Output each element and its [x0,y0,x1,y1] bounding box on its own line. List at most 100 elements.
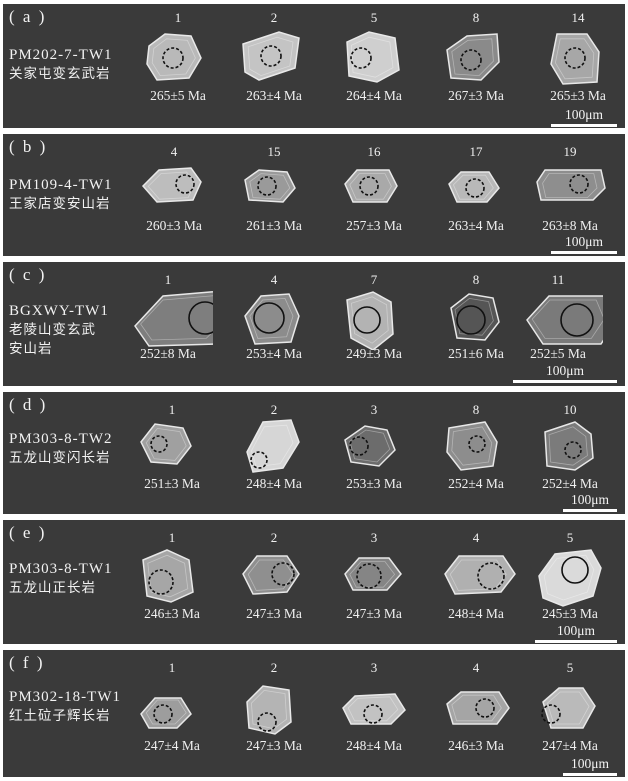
growth-zoning [145,699,187,725]
analysis-spot [477,562,505,590]
zircon-grain: 1 265±5 Ma [133,4,223,128]
zircon-crystal [526,295,603,345]
zircon-cl-image [446,421,498,471]
zircon-grain: 2 247±3 Ma [229,650,319,777]
zircon-grain: 3 253±3 Ma [329,392,419,514]
zircon-cl-image [446,691,510,725]
zircon-cl-image [346,31,400,83]
growth-zoning [548,426,588,466]
analysis-spot [468,435,486,453]
scale-label: 100μm [557,623,595,638]
zircon-crystal [346,291,394,350]
sample-code: BGXWY-TW1 [9,303,109,319]
grain-number: 16 [367,144,381,159]
grain-age: 247±4 Ma [144,738,200,753]
grain-number: 8 [472,272,480,287]
growth-zoning [349,561,396,588]
zircon-grain: 16 257±3 Ma [329,134,419,256]
zircon-crystal [146,33,202,81]
analysis-spot [475,698,495,718]
panel-label: ( c ) [9,265,47,284]
grain-number: 4 [270,272,278,287]
grain-age: 247±3 Ma [346,606,402,621]
rock-name: 老陵山变玄武 [9,322,96,338]
analysis-spot [153,704,173,724]
zircon-grain: 5 245±3 Ma [525,520,615,644]
rock-name: 王家店变安山岩 [9,196,111,212]
panel-label: ( e ) [9,523,47,542]
zircon-cl-image [142,549,194,603]
growth-zoning [147,554,189,598]
scale-bar: 100μm [513,363,617,383]
zircon-grain: 4 248±4 Ma [431,520,521,644]
zircon-crystal [550,33,600,85]
zircon-crystal [450,293,500,341]
zircon-crystal [446,691,510,725]
analysis-spot [460,49,482,71]
growth-zoning [250,689,288,730]
grain-number: 1 [168,660,176,675]
panel-label: ( b ) [9,137,48,156]
zircon-grain: 4 246±3 Ma [431,650,521,777]
scale-label: 100μm [565,107,603,122]
grain-number: 14 [571,10,585,25]
analysis-spot [253,302,285,334]
growth-zoning [347,696,399,722]
sample-label: PM109-4-TW1 王家店变安山岩 [9,176,113,214]
zircon-grain: 2 248±4 Ma [229,392,319,514]
sample-label: PM303-8-TW1 五龙山正长岩 [9,560,113,598]
grain-age: 263±8 Ma [542,218,598,233]
analysis-spot [350,47,372,69]
grain-age: 245±3 Ma [542,606,598,621]
grain-age: 252±8 Ma [140,346,196,361]
grain-number: 1 [174,10,182,25]
grain-number: 3 [370,402,378,417]
analysis-spot [359,176,379,196]
analysis-spot [150,435,168,453]
zircon-crystal [344,169,398,203]
grain-age: 265±3 Ma [550,88,606,103]
zircon-grain: 4 253±4 Ma [229,262,319,386]
sample-code: PM303-8-TW1 [9,561,113,577]
grain-age: 251±3 Ma [144,476,200,491]
grain-age: 267±3 Ma [448,88,504,103]
grain-number: 10 [563,402,577,417]
analysis-spot [162,47,184,69]
growth-zoning [531,299,603,339]
scale-line [551,251,617,254]
grain-age: 252±4 Ma [448,476,504,491]
growth-zoning [349,429,391,463]
zircon-grain: 11 252±5 Ma [513,262,603,386]
growth-zoning [454,297,494,336]
grain-number: 1 [168,402,176,417]
growth-zoning [145,427,187,461]
scale-bar: 100μm [551,234,617,254]
grain-age: 263±4 Ma [246,88,302,103]
zircon-grain: 8 267±3 Ma [431,4,521,128]
sample-code: PM302-18-TW1 [9,689,121,705]
grain-age: 265±5 Ma [150,88,206,103]
sample-label: BGXWY-TW1 老陵山变玄武 安山岩 [9,302,109,359]
zircon-cl-image [146,33,202,81]
zircon-grain: 17 263±4 Ma [431,134,521,256]
growth-zoning [140,295,213,341]
grain-age: 247±3 Ma [246,606,302,621]
sample-code: PM303-8-TW2 [9,431,113,447]
growth-zoning [546,691,590,725]
growth-zoning [247,36,294,77]
panel-label: ( f ) [9,653,45,672]
grain-number: 4 [472,530,480,545]
grain-age: 246±3 Ma [448,738,504,753]
zircon-cl-image [244,293,300,345]
grain-number: 2 [270,660,278,675]
panel-label: ( a ) [9,7,47,26]
zircon-cl-image [246,419,300,473]
grain-age: 263±4 Ma [448,218,504,233]
zircon-grain: 10 252±4 Ma [525,392,615,514]
zircon-cl-image [346,291,394,350]
analysis-spot [564,441,582,459]
grain-age: 261±3 Ma [246,218,302,233]
analysis-spot [257,712,277,732]
grain-number: 2 [270,530,278,545]
analysis-spot [356,563,382,589]
